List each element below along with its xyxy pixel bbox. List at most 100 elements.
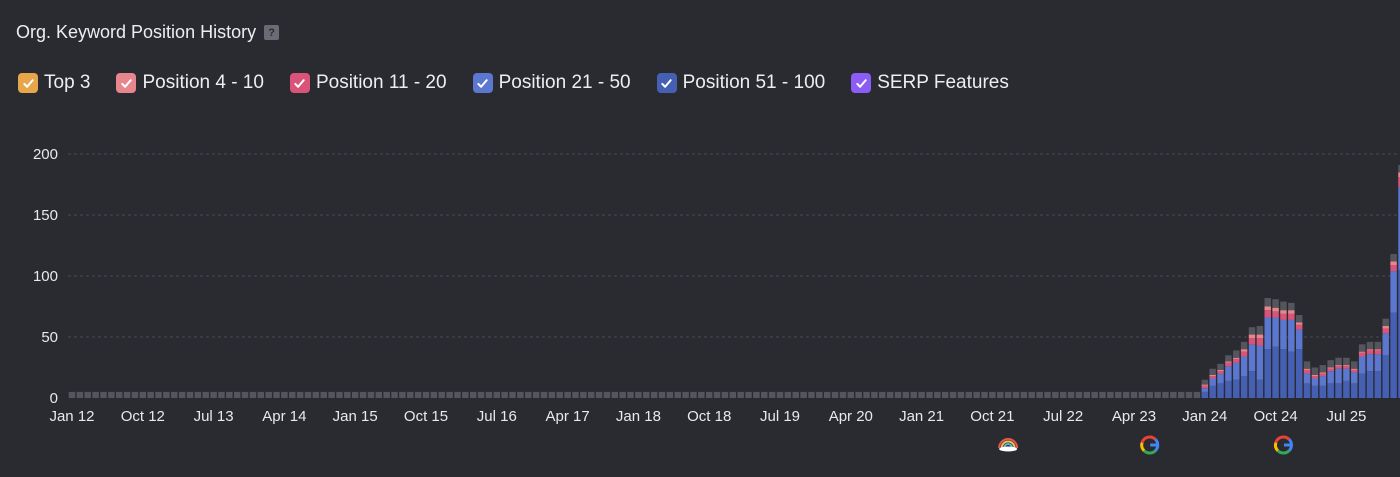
legend-checkbox-icon[interactable] — [472, 73, 493, 93]
bar-segment — [289, 391, 296, 398]
bar-segment — [296, 391, 304, 398]
bar-segment — [532, 391, 540, 398]
legend-item-5[interactable]: Position 51 - 100 — [656, 72, 825, 94]
bar-month — [1122, 391, 1130, 398]
bar-segment — [1351, 369, 1358, 373]
bar-segment — [1240, 341, 1248, 350]
bar-month — [147, 391, 154, 398]
bar-segment — [1020, 391, 1028, 398]
bar-segment — [1193, 391, 1201, 398]
bar-segment — [1351, 368, 1358, 370]
bar-segment — [1398, 164, 1400, 173]
bar-month — [359, 391, 367, 398]
bar-segment — [1343, 366, 1350, 369]
bar-segment — [1052, 391, 1059, 398]
bar-segment — [1201, 388, 1209, 392]
bar-segment — [1225, 380, 1232, 398]
bar-segment — [1264, 349, 1271, 398]
bar-segment — [1319, 385, 1327, 398]
legend-checkbox-icon[interactable] — [116, 73, 137, 93]
bar-month — [155, 391, 162, 398]
bar-segment — [351, 391, 359, 398]
google-update-icon[interactable] — [1273, 435, 1293, 455]
bar-segment — [320, 391, 327, 398]
bar-segment — [1280, 349, 1287, 398]
bar-month — [564, 391, 571, 398]
bar-segment — [1311, 367, 1319, 375]
legend-label: Top 3 — [44, 72, 91, 93]
bar-month — [580, 391, 587, 398]
bar-segment — [540, 391, 548, 398]
legend-checkbox-icon[interactable] — [18, 73, 38, 93]
legend-checkbox-icon[interactable] — [289, 73, 310, 93]
bar-month — [1398, 164, 1400, 398]
bar-month — [218, 391, 225, 398]
bar-month — [391, 391, 398, 398]
bar-segment — [1067, 391, 1075, 398]
bar-segment — [312, 391, 320, 398]
legend-item-3[interactable]: Position 11 - 20 — [289, 72, 447, 94]
bar-month — [847, 391, 855, 398]
legend-item-2[interactable]: Position 4 - 10 — [116, 72, 264, 94]
bar-segment — [257, 391, 265, 398]
bar-segment — [1233, 379, 1240, 398]
bar-month — [438, 391, 445, 398]
bar-month — [729, 391, 737, 398]
bar-segment — [1201, 379, 1209, 385]
bar-month — [477, 391, 485, 398]
bar-segment — [1209, 376, 1216, 379]
bar-segment — [1209, 378, 1216, 386]
bar-month — [1146, 391, 1153, 398]
x-tick-label: Apr 23 — [1112, 408, 1156, 425]
bar-month — [399, 391, 406, 398]
bar-segment — [493, 391, 501, 398]
bar-segment — [1303, 373, 1311, 384]
rainbow-update-icon[interactable] — [998, 438, 1019, 452]
bar-segment — [1225, 366, 1232, 381]
bar-segment — [1044, 391, 1051, 398]
bar-segment — [643, 391, 650, 398]
help-icon[interactable]: ? — [264, 25, 280, 40]
bar-segment — [965, 391, 973, 398]
x-tick-label: Jan 12 — [49, 408, 94, 425]
bar-month — [1170, 391, 1177, 398]
bar-month — [1162, 391, 1169, 398]
bar-segment — [1382, 328, 1389, 334]
bar-segment — [1303, 361, 1311, 369]
bar-month — [957, 391, 965, 398]
bar-segment — [1264, 317, 1271, 350]
google-update-icon[interactable] — [1140, 435, 1160, 455]
bar-segment — [1335, 368, 1342, 384]
bar-segment — [462, 391, 469, 398]
legend-checkbox-icon[interactable] — [851, 73, 872, 93]
legend-checkbox-icon[interactable] — [656, 73, 677, 93]
bar-segment — [1028, 391, 1035, 398]
bar-segment — [1233, 357, 1240, 359]
bar-month — [1099, 391, 1106, 398]
bar-segment — [658, 391, 666, 398]
bar-month — [1201, 379, 1209, 398]
bar-month — [603, 391, 611, 398]
x-tick-label: Jul 19 — [760, 408, 800, 425]
bar-segment — [1374, 350, 1382, 355]
bar-segment — [1335, 366, 1342, 369]
legend-item-6[interactable]: SERP Features — [851, 72, 1009, 94]
bar-month — [171, 391, 178, 398]
bar-segment — [1217, 373, 1224, 384]
bar-month — [548, 391, 556, 398]
bar-segment — [304, 391, 312, 398]
bar-month — [68, 391, 76, 398]
bar-segment — [666, 391, 674, 398]
legend-item-4[interactable]: Position 21 - 50 — [472, 72, 631, 94]
bar-segment — [1264, 306, 1271, 311]
bar-month — [855, 391, 862, 398]
bar-month — [784, 391, 792, 398]
bar-segment — [1004, 391, 1012, 398]
bar-segment — [1248, 371, 1256, 398]
bar-month — [910, 391, 917, 398]
bar-month — [682, 391, 689, 398]
legend-item-1[interactable]: Top 3 — [18, 72, 90, 94]
x-tick-label: Jan 18 — [616, 408, 661, 425]
bar-segment — [438, 391, 445, 398]
bar-segment — [1311, 374, 1319, 377]
